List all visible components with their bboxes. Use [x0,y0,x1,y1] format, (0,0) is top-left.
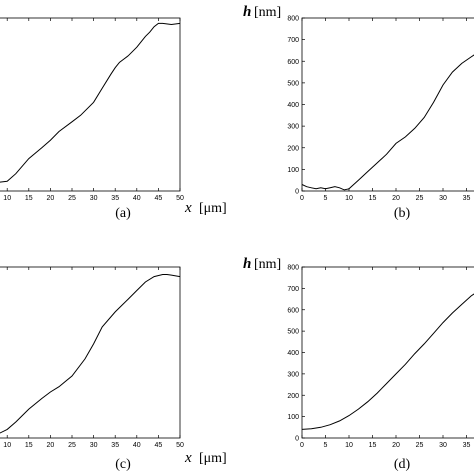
panel-2-xtick-label: 30 [90,442,98,449]
panel-1-frame [301,17,474,192]
panel-1-xtick-label: 20 [392,195,400,202]
panel-1-yunit: [nm] [254,5,281,20]
panel-1-ytick-label: 400 [287,102,299,109]
panel-1-xtick-label: 0 [300,195,304,202]
panel-1: 0510152025303540010020030040050060070080… [243,4,474,221]
panel-0-xtick-label: 10 [3,195,11,202]
panel-3-ylabel: h [243,256,251,272]
panel-2-xtick-label: 20 [47,442,55,449]
panel-3-ytick-label: 700 [287,286,299,293]
panel-3-yunit: [nm] [254,257,281,272]
panel-0: 10 15 20 25 30 35 40 45 50 (a) x [μm] [0,17,227,221]
panel-0-xlabel: x [184,200,192,216]
panel-2-series-line [0,274,181,434]
panel-3-xtick-label: 10 [345,442,353,449]
panel-0-xtick-label: 50 [176,195,184,202]
panel-1-xtick-label: 15 [369,195,377,202]
panel-1-ytick-label: 200 [287,145,299,152]
panel-3-xtick-label: 20 [392,442,400,449]
panel-0-xtick-label: 35 [111,195,119,202]
panel-2-xunit: [μm] [199,451,227,466]
panel-3-ytick-label: 300 [287,371,299,378]
panel-2-xtick-label: 50 [176,442,184,449]
panel-0-xtick-label: 15 [25,195,33,202]
panel-3-ytick-label: 0 [295,436,299,443]
panel-1-ylabel: h [243,4,251,20]
panel-0-xtick-label: 40 [133,195,141,202]
panel-3-xtick-label: 35 [463,442,471,449]
panel-2-xtick-label: 40 [133,442,141,449]
panel-0-xtick-label: 20 [47,195,55,202]
panel-2-label: (c) [115,457,131,472]
panel-1-xtick-label: 10 [345,195,353,202]
panel-0-label: (a) [115,206,131,221]
panel-1-xtick-label: 30 [439,195,447,202]
panel-0-series-line [0,22,181,183]
panel-3-xtick-label: 15 [369,442,377,449]
panel-3-xtick-label: 5 [324,442,328,449]
panel-3-label: (d) [394,457,411,472]
panel-1-xtick-label: 35 [463,195,471,202]
panel-3-frame [301,266,474,439]
panel-2-xtick-label: 10 [3,442,11,449]
panel-2-xlabel: x [184,450,192,466]
panel-3-ytick-label: 400 [287,350,299,357]
panel-3-xtick-label: 0 [300,442,304,449]
panel-1-ytick-label: 500 [287,80,299,87]
panel-0-xtick-label: 25 [68,195,76,202]
panel-3-ytick-label: 500 [287,329,299,336]
panel-3-ytick-label: 800 [287,265,299,272]
panel-2-xtick-label: 35 [111,442,119,449]
panel-3: 0510152025303540010020030040050060070080… [243,256,474,472]
panel-2-frame [0,266,181,439]
panel-0-xtick-label: 45 [155,195,163,202]
panel-2-xtick-label: 45 [155,442,163,449]
panel-1-ytick-label: 300 [287,124,299,131]
panel-1-xtick-label: 25 [416,195,424,202]
panel-1-ytick-label: 700 [287,37,299,44]
panel-1-ytick-label: 800 [287,16,299,23]
panel-1-xtick-label: 5 [324,195,328,202]
panel-3-ytick-label: 600 [287,307,299,314]
panel-3-xtick-label: 25 [416,442,424,449]
panel-3-ytick-label: 200 [287,393,299,400]
panel-1-ytick-label: 0 [295,189,299,196]
panel-0-xtick-label: 30 [90,195,98,202]
panel-1-ytick-label: 100 [287,167,299,174]
panel-2: 10 15 20 25 30 35 40 45 50 (c) x [μm] [0,266,227,472]
panel-0-frame [0,17,181,192]
panel-0-xunit: [μm] [199,201,227,216]
panel-2-xtick-label: 25 [68,442,76,449]
panel-2-xtick-label: 15 [25,442,33,449]
panel-3-ytick-label: 100 [287,414,299,421]
panel-1-label: (b) [394,206,411,221]
panel-1-series-line [301,54,474,191]
panel-3-series-line [301,293,474,430]
panel-1-ytick-label: 600 [287,59,299,66]
panel-3-xtick-label: 30 [439,442,447,449]
